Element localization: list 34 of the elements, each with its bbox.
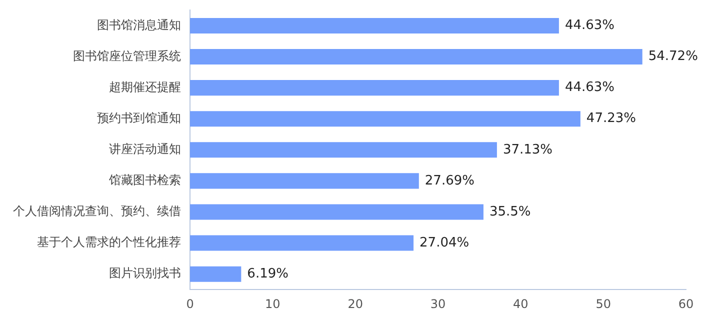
y-tick-label: 预约书到馆通知	[97, 110, 181, 125]
data-label: 35.5%	[489, 204, 531, 220]
bar	[190, 266, 242, 282]
y-tick-label: 馆藏图书检索	[108, 173, 181, 188]
data-label: 27.69%	[424, 173, 474, 188]
x-tick-label: 20	[348, 296, 363, 311]
bar	[190, 235, 414, 251]
data-label: 47.23%	[586, 111, 636, 126]
bar	[190, 80, 559, 96]
data-label: 44.63%	[564, 18, 615, 34]
bar	[190, 204, 484, 220]
data-label: 6.19%	[247, 266, 288, 282]
bar	[190, 49, 642, 65]
x-tick-label: 50	[596, 296, 611, 311]
x-tick-label: 0	[186, 296, 194, 311]
data-label: 54.72%	[648, 49, 698, 64]
y-tick-label: 个人借阅情况查询、预约、续借	[13, 204, 181, 218]
data-label: 44.63%	[564, 80, 615, 96]
x-tick-label: 30	[430, 296, 446, 311]
y-tick-label: 图片识别找书	[109, 266, 181, 280]
x-tick-label: 10	[265, 296, 280, 311]
bar	[190, 18, 559, 34]
y-tick-label: 图书馆消息通知	[97, 18, 181, 32]
bar	[190, 142, 497, 158]
y-tick-label: 图书馆座位管理系统	[73, 48, 181, 63]
data-label: 37.13%	[502, 142, 553, 158]
x-tick-label: 40	[513, 296, 528, 311]
y-tick-label: 讲座活动通知	[109, 142, 181, 156]
bar	[190, 111, 580, 127]
y-tick-label: 基于个人需求的个性化推荐	[37, 235, 181, 250]
bar	[190, 173, 419, 189]
y-tick-label: 超期催还提醒	[109, 80, 181, 94]
x-tick-label: 60	[678, 296, 694, 311]
data-label: 27.04%	[420, 235, 470, 250]
